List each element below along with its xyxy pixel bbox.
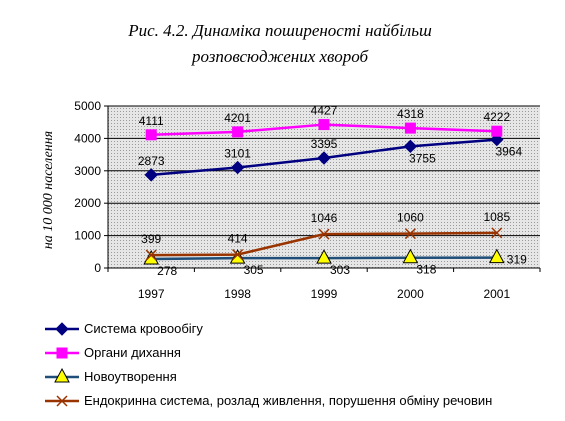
data-label: 4427: [311, 104, 338, 118]
data-point: [144, 168, 158, 182]
data-point: [404, 228, 416, 240]
legend-label: Система кровообігу: [84, 321, 203, 336]
data-label: 1060: [397, 211, 424, 225]
data-label: 399: [141, 232, 161, 246]
series-3: [145, 227, 503, 261]
series-0: [144, 132, 504, 182]
legend-marker: [55, 322, 69, 336]
marker-x-stroke: [232, 249, 244, 261]
data-point: [232, 126, 244, 138]
x-tick-label: 2000: [397, 287, 424, 301]
y-tick-label: 1000: [74, 229, 101, 243]
data-label: 3101: [224, 147, 251, 161]
data-label: 303: [330, 263, 350, 277]
data-label: 305: [244, 263, 264, 277]
data-point: [230, 160, 245, 175]
x-tick-label: 1998: [224, 287, 251, 301]
data-point: [145, 249, 157, 261]
data-label: 1085: [483, 210, 510, 224]
x-tick-label: 1997: [138, 287, 165, 301]
marker-x-stroke: [56, 395, 68, 407]
x-tick-label: 1999: [311, 287, 338, 301]
data-label: 3964: [495, 145, 522, 159]
data-point: [317, 151, 331, 165]
legend-label: Ендокринна система, розлад живлення, пор…: [84, 393, 492, 408]
legend-marker: [54, 367, 70, 383]
data-point: [491, 227, 503, 239]
series-1: [145, 119, 503, 141]
data-label: 1046: [311, 211, 338, 225]
data-point: [318, 119, 330, 131]
y-axis-label: на 10 000 населення: [41, 131, 56, 249]
data-point: [229, 249, 246, 264]
data-point: [318, 228, 330, 240]
x-tick-label: 2001: [483, 287, 510, 301]
data-label: 318: [416, 263, 436, 277]
data-point: [404, 122, 416, 134]
legend-marker: [56, 347, 68, 359]
y-tick-label: 4000: [74, 131, 101, 145]
data-label: 4222: [483, 110, 510, 124]
data-point: [145, 129, 157, 141]
data-label: 4201: [224, 111, 251, 125]
y-tick-label: 2000: [74, 196, 101, 210]
legend-label: Новоутворення: [84, 369, 177, 384]
y-tick-label: 5000: [74, 99, 101, 113]
marker-x-stroke: [491, 227, 503, 239]
marker-x-stroke: [404, 228, 416, 240]
data-point: [232, 249, 244, 261]
y-tick-label: 0: [94, 261, 101, 275]
data-label: 414: [228, 232, 248, 246]
series-2: [143, 248, 505, 265]
legend-item: Система кровообігу: [45, 321, 203, 336]
data-point: [491, 125, 503, 137]
data-label: 278: [157, 264, 177, 278]
data-label: 3395: [311, 137, 338, 151]
data-point: [403, 139, 418, 154]
data-label: 4111: [139, 114, 164, 128]
legend-marker: [56, 395, 68, 407]
data-label: 319: [507, 253, 527, 267]
data-point: [402, 248, 419, 264]
legend-item: Ендокринна система, розлад живлення, пор…: [45, 393, 492, 408]
data-point: [143, 249, 160, 265]
chart-title-line2: розповсюджених хвороб: [191, 47, 369, 66]
chart-title-line1: Рис. 4.2. Динаміка поширеності найбільш: [127, 21, 432, 40]
data-label: 3755: [409, 151, 436, 165]
legend-item: Органи дихання: [45, 345, 181, 360]
data-label: 2873: [138, 154, 165, 168]
legend-label: Органи дихання: [84, 345, 181, 360]
data-point: [488, 248, 505, 264]
data-point: [316, 249, 332, 264]
data-label: 4318: [397, 107, 424, 121]
marker-x-stroke: [145, 249, 157, 261]
y-tick-label: 3000: [74, 164, 101, 178]
marker-x-stroke: [318, 228, 330, 240]
legend-item: Новоутворення: [45, 367, 177, 384]
